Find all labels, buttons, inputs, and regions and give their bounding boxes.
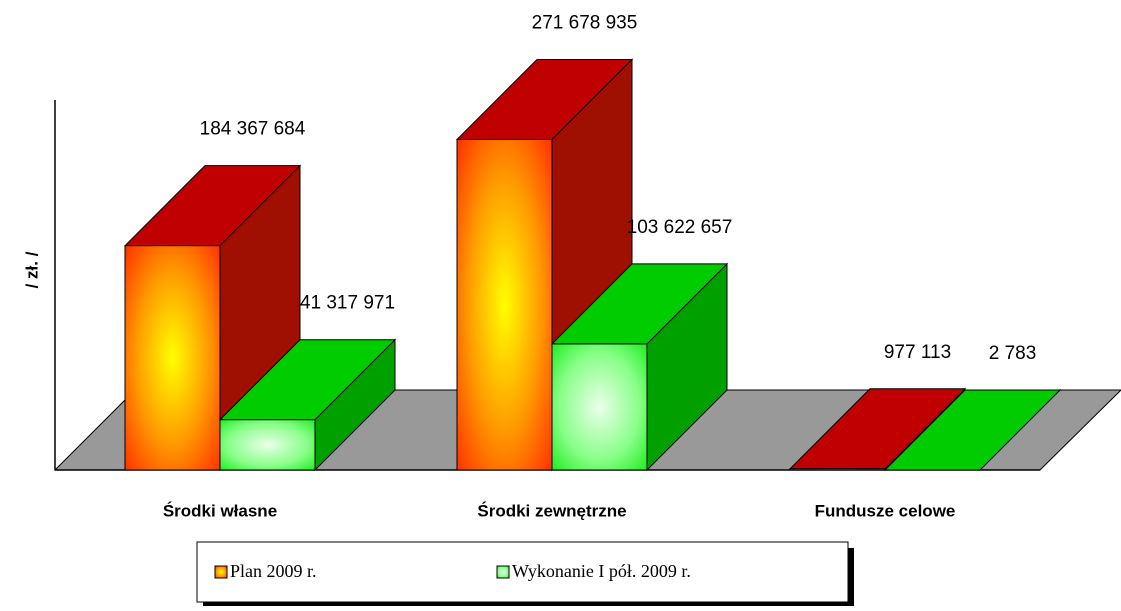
legend-swatch xyxy=(215,566,227,578)
x-tick-label: Fundusze celowe xyxy=(815,501,956,520)
legend-swatch xyxy=(497,566,509,578)
bar xyxy=(790,469,885,470)
data-label: 977 113 xyxy=(884,342,951,363)
data-label: 41 317 971 xyxy=(300,293,395,314)
bar xyxy=(552,344,647,470)
data-label: 103 622 657 xyxy=(627,217,733,238)
data-label: 184 367 684 xyxy=(200,119,306,140)
x-tick-label: Środki zewnętrzne xyxy=(477,501,626,520)
legend-label: Plan 2009 r. xyxy=(230,561,317,581)
legend-label: Wykonanie I pół. 2009 r. xyxy=(512,561,691,581)
bar xyxy=(125,246,220,470)
data-label: 2 783 xyxy=(989,343,1037,364)
x-tick-label: Środki własne xyxy=(163,501,277,520)
bar xyxy=(457,139,552,470)
y-axis-label: / zł. / xyxy=(22,251,41,288)
data-label: 271 678 935 xyxy=(532,12,638,33)
bar xyxy=(220,420,315,470)
bars: Środki własne 184 367 684 41 317 971 Środki… xyxy=(125,12,1060,520)
